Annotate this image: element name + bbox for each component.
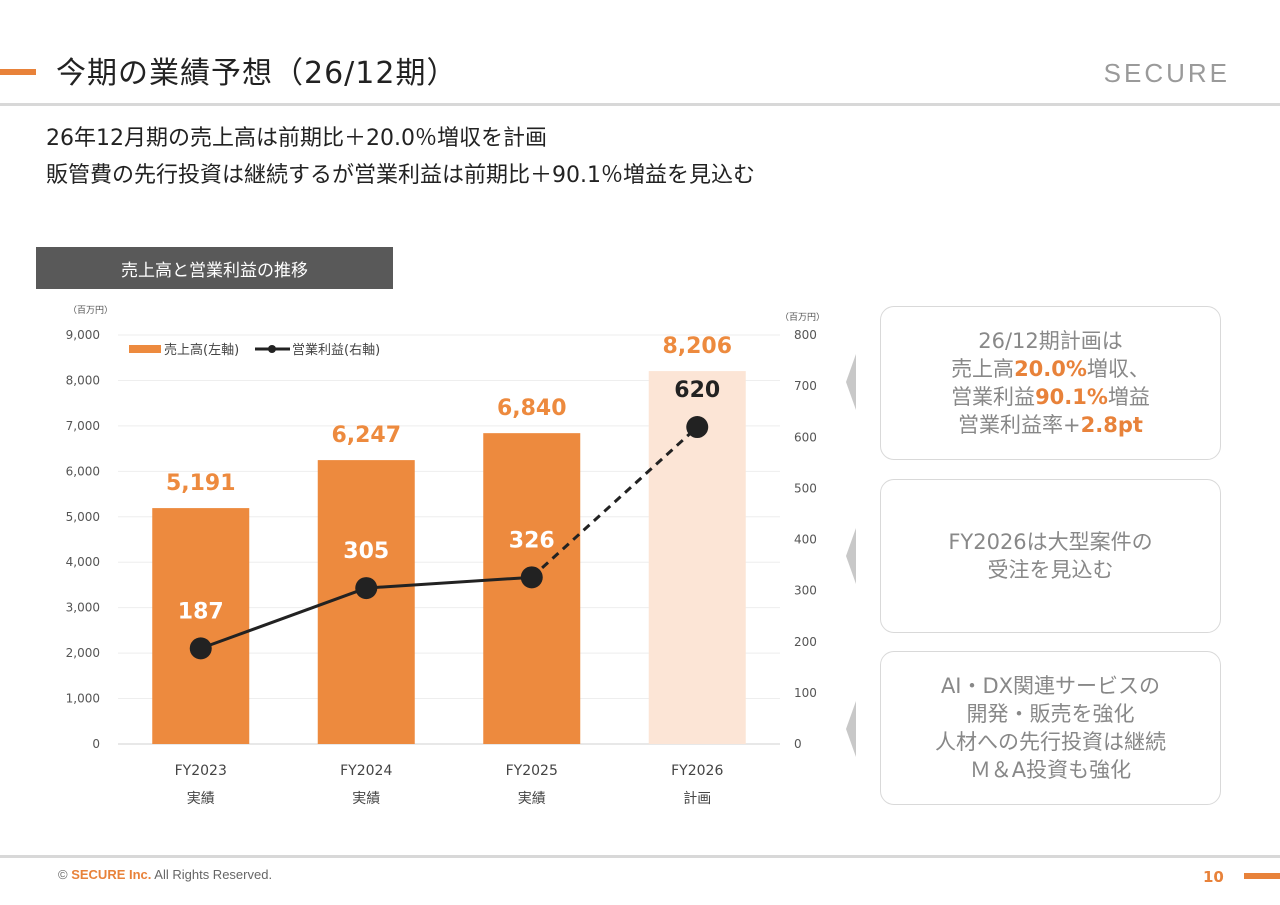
callout-investment: AI・DX関連サービスの 開発・販売を強化人材への先行投資は継続 Ｍ＆A投資も強化 bbox=[880, 651, 1221, 805]
legend-label-op-income: 営業利益(右軸) bbox=[292, 342, 380, 358]
page-title: 今期の業績予想（26/12期） bbox=[56, 56, 458, 91]
right-axis-unit: （百万円） bbox=[780, 312, 825, 323]
line-point-FY2025 bbox=[520, 566, 543, 589]
x-tick-sublabel: 実績 bbox=[518, 791, 546, 807]
line-value-label: 326 bbox=[509, 528, 555, 553]
legend-bar-swatch bbox=[129, 345, 161, 353]
callout-text: AI・DX関連サービスの bbox=[940, 674, 1161, 698]
callout-text: 26/12期計画は bbox=[978, 329, 1123, 353]
callout-line: 人材への先行投資は継続 bbox=[935, 728, 1166, 756]
footer-copyright: © SECURE Inc. All Rights Reserved. bbox=[58, 867, 272, 882]
right-tick-label: 600 bbox=[794, 430, 817, 444]
line-value-label: 187 bbox=[178, 599, 224, 624]
x-tick-label: FY2025 bbox=[506, 763, 558, 779]
callout-large-deals: FY2026は大型案件の 受注を見込む bbox=[880, 479, 1221, 633]
bar-FY2024 bbox=[317, 460, 415, 744]
callout-text: 営業利益率+ bbox=[958, 413, 1081, 437]
left-tick-label: 7,000 bbox=[66, 419, 100, 433]
left-tick-label: 0 bbox=[92, 737, 100, 751]
page-number: 10 bbox=[1203, 868, 1224, 886]
right-tick-label: 200 bbox=[794, 635, 817, 649]
bar-value-label: 5,191 bbox=[166, 471, 236, 496]
callout-text: 増収、 bbox=[1086, 357, 1150, 381]
callout-text: FY2026は大型案件の bbox=[948, 530, 1153, 554]
right-tick-label: 800 bbox=[794, 328, 817, 342]
left-tick-label: 6,000 bbox=[66, 464, 100, 478]
legend-line-marker bbox=[268, 345, 276, 353]
bar-value-label: 6,247 bbox=[331, 423, 401, 448]
left-tick-label: 4,000 bbox=[66, 555, 100, 569]
left-tick-label: 1,000 bbox=[66, 692, 100, 706]
callout-line: 営業利益90.1%増益 bbox=[951, 383, 1150, 411]
callout-line: AI・DX関連サービスの bbox=[941, 672, 1160, 700]
callout-text: 開発・販売を強化 bbox=[966, 702, 1135, 726]
left-axis-unit: （百万円） bbox=[68, 305, 113, 316]
line-value-label: 620 bbox=[674, 378, 720, 403]
callout-line: 開発・販売を強化 bbox=[967, 700, 1135, 728]
right-tick-label: 300 bbox=[794, 584, 817, 598]
callout-line: 売上高20.0%増収、 bbox=[951, 355, 1150, 383]
callout-line: 26/12期計画は bbox=[978, 327, 1123, 355]
x-tick-label: FY2023 bbox=[175, 763, 227, 779]
callout-text: 売上高 bbox=[951, 357, 1015, 381]
line-segment bbox=[530, 425, 699, 579]
right-tick-label: 700 bbox=[794, 379, 817, 393]
line-point-FY2024 bbox=[355, 577, 378, 600]
left-tick-label: 8,000 bbox=[66, 373, 100, 387]
line-value-label: 305 bbox=[343, 539, 389, 564]
callout-text: 増益 bbox=[1107, 385, 1150, 409]
highlight-value: 2.8pt bbox=[1080, 413, 1143, 437]
line-point-FY2023 bbox=[189, 637, 212, 660]
right-tick-label: 500 bbox=[794, 481, 817, 495]
x-tick-label: FY2026 bbox=[671, 763, 723, 779]
rights-text: All Rights Reserved. bbox=[151, 867, 273, 882]
x-tick-label: FY2024 bbox=[340, 763, 392, 779]
callout-line: 営業利益率+2.8pt bbox=[958, 411, 1143, 439]
line-point-FY2026 bbox=[686, 416, 709, 439]
highlight-value: 20.0% bbox=[1014, 357, 1087, 381]
left-tick-label: 3,000 bbox=[66, 601, 100, 615]
right-tick-label: 0 bbox=[794, 737, 802, 751]
chart: 0 1,000 2,000 3,000 4,000 5,000 6,000 7,000 8,00… bbox=[66, 305, 825, 807]
left-tick-label: 9,000 bbox=[66, 328, 100, 342]
accent-bar bbox=[0, 69, 36, 75]
bar-FY2025 bbox=[483, 433, 581, 744]
x-tick-sublabel: 計画 bbox=[683, 791, 711, 807]
callout-text: Ｍ＆A投資も強化 bbox=[969, 758, 1132, 782]
callout-text: 営業利益 bbox=[951, 385, 1036, 409]
divider bbox=[0, 855, 1280, 858]
callout-line: 受注を見込む bbox=[988, 556, 1114, 584]
bar-value-label: 8,206 bbox=[662, 334, 732, 359]
callout-text: 受注を見込む bbox=[987, 558, 1114, 582]
right-tick-label: 400 bbox=[794, 533, 817, 547]
divider bbox=[0, 103, 1280, 106]
callout-text: 人材への先行投資は継続 bbox=[935, 730, 1166, 754]
copyright-symbol: © bbox=[58, 867, 72, 882]
logo: SECURE bbox=[1103, 58, 1230, 88]
lead-line-2: 販管費の先行投資は継続するが営業利益は前期比＋90.1％増益を見込む bbox=[46, 163, 755, 188]
x-tick-sublabel: 実績 bbox=[352, 791, 380, 807]
company-name: SECURE Inc. bbox=[71, 867, 152, 882]
legend-label-sales: 売上高(左軸) bbox=[164, 342, 239, 358]
bar-value-label: 6,840 bbox=[497, 396, 567, 421]
bar-FY2023 bbox=[152, 508, 250, 744]
x-tick-sublabel: 実績 bbox=[187, 791, 215, 807]
highlight-value: 90.1% bbox=[1035, 385, 1108, 409]
left-tick-label: 2,000 bbox=[66, 646, 100, 660]
accent-bar bbox=[1244, 873, 1280, 879]
callout-line: Ｍ＆A投資も強化 bbox=[970, 756, 1131, 784]
right-tick-label: 100 bbox=[794, 686, 817, 700]
arrow-left-icon bbox=[846, 354, 856, 410]
lead-line-1: 26年12月期の売上高は前期比＋20.0％増収を計画 bbox=[46, 126, 547, 151]
left-tick-label: 5,000 bbox=[66, 510, 100, 524]
arrow-left-icon bbox=[846, 701, 856, 757]
callout-plan: 26/12期計画は 売上高20.0%増収、 営業利益90.1%増益 営業利益率+2.8… bbox=[880, 306, 1221, 460]
line-segment bbox=[200, 586, 367, 650]
chart-heading: 売上高と営業利益の推移 bbox=[36, 247, 393, 289]
arrow-left-icon bbox=[846, 528, 856, 584]
line-segment bbox=[366, 575, 532, 590]
callout-line: FY2026は大型案件の bbox=[948, 528, 1152, 556]
